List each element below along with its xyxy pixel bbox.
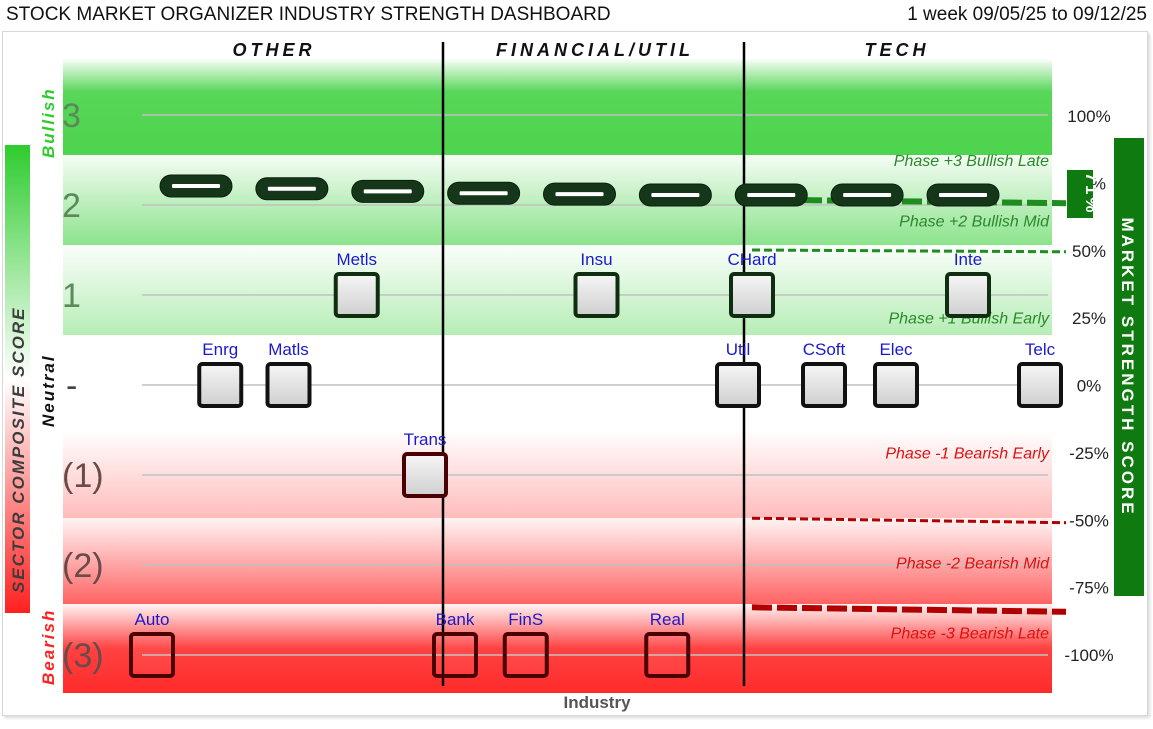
phase-label: Phase +3 Bullish Late [894, 153, 1049, 170]
right-axis-tick: -75% [1069, 579, 1109, 598]
band-bearish-1 [63, 430, 1052, 518]
level-label: (2) [62, 547, 104, 585]
market-score-dash-highlight [747, 193, 796, 197]
industry-label: FinS [508, 610, 543, 629]
tech-trend-line [751, 604, 1067, 615]
sector-score-gradient-bar [5, 145, 30, 613]
industry-label: Matls [268, 340, 309, 359]
industry-marker [945, 272, 991, 318]
band-bullish-3 [63, 58, 1052, 155]
industry-label: Util [726, 340, 751, 359]
industry-marker [197, 362, 244, 408]
tech-trend-line [751, 248, 1067, 254]
industry-marker [432, 632, 478, 678]
phase-label: Phase -3 Bearish Late [891, 626, 1049, 643]
right-axis-tick: 0% [1077, 377, 1102, 396]
industry-marker [715, 362, 761, 408]
market-score-dashes [159, 174, 1000, 207]
group-labels: OTHER FINANCIAL/UTIL TECH [233, 40, 930, 60]
tech-trend-line [751, 516, 1067, 525]
x-axis-title: Industry [563, 693, 631, 712]
industry-label: Bank [436, 610, 475, 629]
level-label: 3 [62, 97, 81, 135]
industry-label: Auto [135, 610, 170, 629]
level-label: 2 [62, 187, 81, 225]
market-score-dash-highlight [939, 193, 987, 197]
level-label: (3) [62, 637, 104, 675]
right-axis-tick: 25% [1072, 309, 1106, 328]
industry-label: Metls [336, 250, 377, 269]
industry-label: Telc [1025, 340, 1056, 359]
right-axis-tick: -50% [1069, 511, 1109, 530]
phase-label: Phase -2 Bearish Mid [896, 555, 1050, 572]
market-score-dash-highlight [459, 191, 508, 196]
industry-marker [729, 272, 775, 318]
industry-marker [873, 362, 919, 408]
date-range: 1 week 09/05/25 to 09/12/25 [907, 4, 1147, 25]
phase-label: Phase -1 Bearish Early [885, 446, 1050, 463]
group-label: FINANCIAL/UTIL [496, 40, 694, 60]
industry-marker [502, 632, 549, 678]
industry-marker [573, 272, 620, 318]
industry-label: Insu [580, 250, 612, 269]
phase-labels: Phase +3 Bullish Late Phase +2 Bullish Mi… [885, 153, 1050, 643]
group-label: TECH [865, 40, 930, 60]
industry-label: Trans [404, 430, 447, 449]
sector-composite-score-title: SECTOR COMPOSITE SCORE [9, 307, 28, 593]
industry-label: Real [650, 610, 685, 629]
industry-marker [801, 362, 847, 408]
industry-marker [265, 362, 312, 408]
phase-label: Phase +2 Bullish Mid [899, 213, 1050, 230]
market-strength-box [1114, 138, 1144, 596]
right-axis-tick: 50% [1072, 242, 1106, 261]
right-axis-tick: -100% [1064, 646, 1113, 665]
band-bearish-3 [63, 604, 1052, 693]
group-label: OTHER [233, 40, 316, 60]
right-axis-tick: -25% [1069, 444, 1109, 463]
level-labels: 3 2 1 - (1) (2) (3) [62, 97, 104, 675]
market-score-box [1067, 170, 1093, 218]
industry-marker [1017, 362, 1063, 408]
market-strength-score-title: MARKET STRENGTH SCORE [1118, 217, 1137, 516]
market-score-dash-highlight [555, 192, 604, 197]
right-axis-ticks: 100%75%50%25%0%-25%-50%-75%-100% [1064, 107, 1113, 665]
chart-frame [2, 31, 1148, 716]
market-score-dash-highlight [267, 186, 316, 191]
bullish-label: Bullish [39, 87, 58, 158]
industry-marker [129, 632, 175, 678]
market-score-dash-highlight [843, 193, 892, 197]
industry-marker [402, 452, 448, 498]
industry-label: CSoft [803, 340, 846, 359]
right-axis-tick: 100% [1067, 107, 1110, 126]
page-title: STOCK MARKET ORGANIZER INDUSTRY STRENGTH… [6, 4, 611, 25]
level-label: (1) [62, 457, 104, 495]
industry-marker [644, 632, 691, 678]
band-bearish-2 [63, 518, 1052, 604]
market-score-dash-highlight [172, 184, 220, 188]
neutral-label: Neutral [39, 354, 58, 427]
industry-label: CHard [727, 250, 776, 269]
side-labels: SECTOR COMPOSITE SCORE Bullish Neutral Bear… [5, 87, 1144, 712]
market-score-value: 71% [1082, 172, 1101, 215]
market-score-dash-highlight [651, 193, 700, 197]
bearish-label: Bearish [39, 609, 58, 685]
phase-label: Phase +1 Bullish Early [888, 311, 1050, 328]
industry-label: Inte [954, 250, 982, 269]
level-label: 1 [62, 277, 81, 315]
industry-label: Enrg [202, 340, 238, 359]
level-label: - [66, 367, 77, 405]
industry-label: Elec [879, 340, 913, 359]
industry-markers: Auto Enrg Matls Metls Trans Bank FinS Insu Real U… [129, 250, 1063, 678]
band-bullish-1 [63, 245, 1052, 335]
industry-marker [333, 272, 380, 318]
market-score-dash-highlight [363, 189, 412, 194]
